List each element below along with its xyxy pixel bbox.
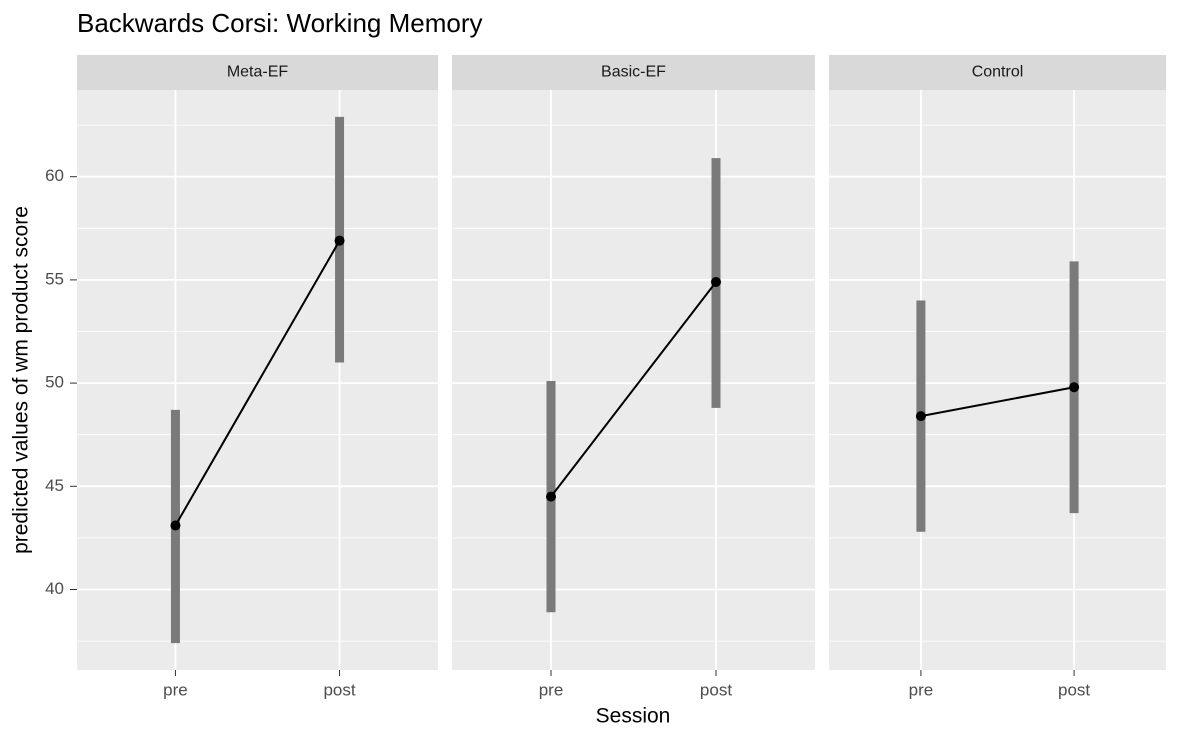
strip-label: Meta-EF — [227, 64, 289, 81]
strip-background — [452, 55, 815, 90]
line — [174, 240, 341, 527]
y-tick-label: 55 — [45, 269, 64, 288]
line — [550, 281, 717, 498]
x-tick-label: pre — [909, 680, 934, 699]
x-tick-label: post — [1058, 680, 1090, 699]
line — [920, 386, 1075, 418]
x-tick-label: pre — [539, 680, 564, 699]
point — [170, 520, 181, 531]
y-tick-label: 60 — [45, 166, 64, 185]
y-tick-label: 45 — [45, 476, 64, 495]
chart-title: Backwards Corsi: Working Memory — [77, 8, 483, 38]
point — [711, 276, 721, 287]
point — [915, 411, 926, 422]
panel-background — [829, 90, 1166, 670]
strip-background — [829, 55, 1166, 90]
panel-background — [452, 90, 815, 670]
strip-label: Control — [972, 64, 1024, 81]
y-axis-title: predicted values of wm product score — [10, 206, 33, 554]
point — [1069, 382, 1080, 393]
panel-background — [77, 90, 438, 670]
point — [546, 491, 556, 502]
x-tick-label: post — [323, 680, 355, 699]
y-tick-label: 50 — [45, 373, 64, 392]
strip-label: Basic-EF — [601, 64, 666, 81]
y-tick-label: 40 — [45, 579, 64, 598]
strip-background — [77, 55, 438, 90]
x-tick-label: post — [700, 680, 732, 699]
x-axis-title: Session — [596, 705, 671, 728]
x-tick-label: pre — [163, 680, 188, 699]
point — [334, 235, 345, 246]
